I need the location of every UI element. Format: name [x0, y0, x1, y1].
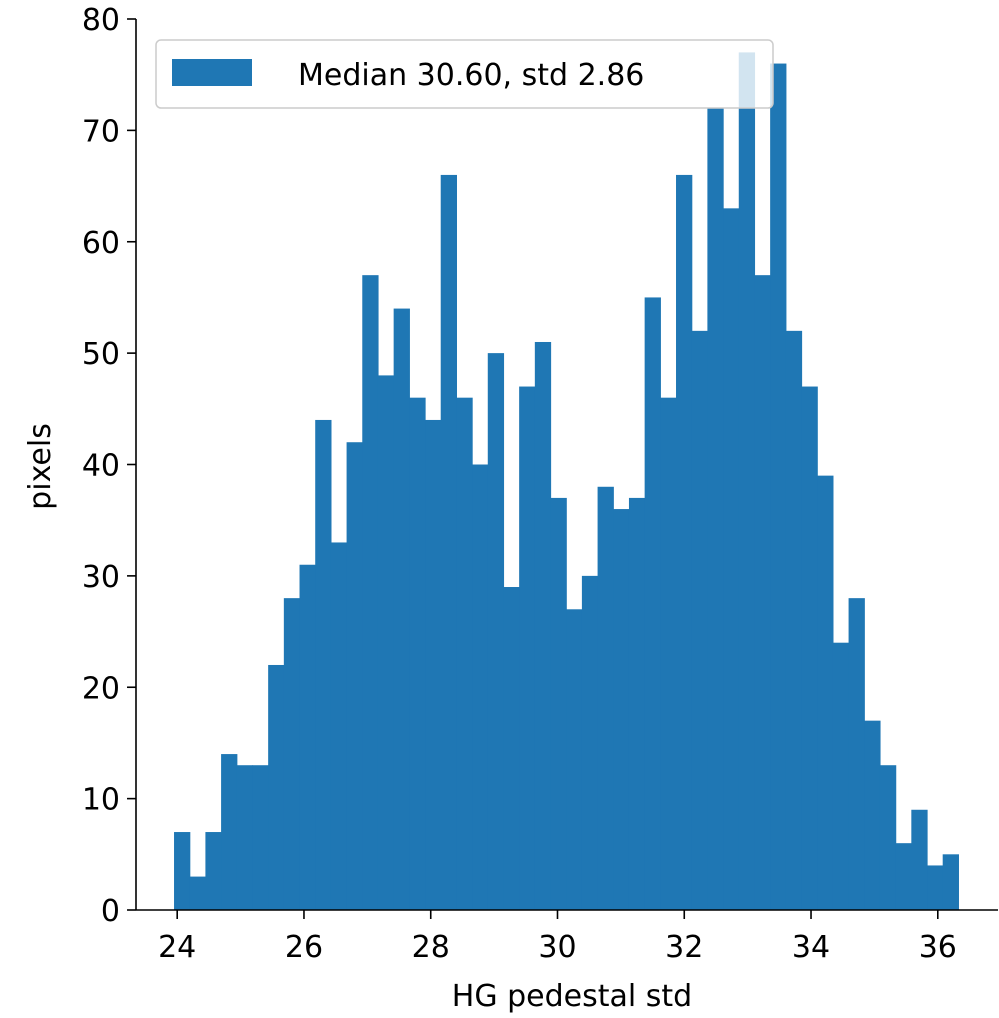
histogram-bars	[174, 52, 959, 911]
legend-swatch	[172, 59, 252, 86]
histogram-bar	[848, 598, 865, 910]
histogram-bar	[613, 509, 630, 910]
histogram-bar	[550, 497, 567, 910]
histogram-bar	[440, 174, 457, 911]
histogram-bar	[472, 464, 489, 910]
x-tick-label: 26	[285, 930, 323, 965]
histogram-bar	[377, 375, 395, 910]
histogram-bar	[393, 308, 410, 910]
legend: Median 30.60, std 2.86	[155, 39, 774, 109]
histogram-bar	[691, 330, 708, 911]
histogram-bar	[597, 486, 614, 910]
histogram-bar	[425, 419, 442, 910]
x-tick-label: 24	[158, 930, 196, 965]
histogram-bar	[879, 765, 897, 910]
histogram-bar	[738, 52, 756, 911]
y-tick-label: 50	[82, 337, 120, 372]
histogram-bar	[676, 174, 693, 911]
histogram-bar	[330, 542, 348, 910]
histogram-bar	[189, 876, 207, 910]
histogram-bar	[864, 720, 881, 910]
y-tick-label: 20	[82, 671, 120, 706]
y-tick-label: 30	[82, 560, 120, 595]
y-tick-label: 80	[82, 3, 120, 38]
legend-entry: Median 30.60, std 2.86	[298, 58, 644, 93]
histogram-bar	[644, 297, 661, 910]
histogram-bar	[754, 275, 771, 911]
histogram-bar	[785, 330, 803, 911]
y-tick-label: 40	[82, 449, 120, 484]
histogram-bar	[927, 865, 944, 910]
histogram-bar	[456, 397, 473, 910]
histogram-bar	[723, 208, 740, 910]
histogram-bar	[346, 442, 363, 910]
histogram-bar	[770, 63, 787, 911]
histogram-bar	[566, 609, 583, 910]
x-tick-label: 36	[919, 930, 957, 965]
y-tick-label: 70	[82, 114, 120, 149]
histogram-bar	[409, 397, 426, 910]
histogram-bar	[707, 108, 724, 911]
x-tick-label: 34	[792, 930, 830, 965]
x-axis-label: HG pedestal std	[452, 979, 692, 1014]
legend-box	[155, 39, 774, 109]
histogram-bar	[362, 275, 379, 911]
histogram-bar	[660, 397, 677, 910]
histogram-bar	[221, 754, 238, 910]
histogram-bar	[487, 353, 505, 910]
histogram-bar	[628, 497, 646, 910]
histogram-bar	[283, 598, 301, 910]
histogram-bar	[817, 475, 834, 910]
y-axis-label: pixels	[23, 423, 58, 510]
histogram-bar	[315, 419, 332, 910]
histogram-bar	[895, 843, 912, 910]
histogram-bar	[205, 832, 222, 910]
histogram-bar	[174, 832, 191, 910]
histogram-bar	[942, 854, 959, 910]
x-axis-ticks: 24 26 28 30 32 34 36	[158, 910, 957, 965]
histogram-bar	[268, 664, 285, 910]
y-tick-label: 10	[82, 783, 120, 818]
y-tick-label: 60	[82, 226, 120, 261]
histogram-bar	[534, 341, 552, 910]
x-tick-label: 32	[665, 930, 703, 965]
histogram-bar	[801, 386, 818, 911]
x-tick-label: 28	[412, 930, 450, 965]
x-tick-label: 30	[538, 930, 576, 965]
histogram-bar	[581, 575, 599, 910]
histogram-bar	[832, 642, 850, 910]
y-tick-label: 0	[101, 894, 120, 929]
histogram-bar	[519, 386, 536, 911]
histogram-bar	[299, 564, 316, 910]
y-axis-ticks: 0 10 20 30 40 50 60 70 80	[82, 3, 136, 929]
histogram-bar	[252, 765, 269, 910]
histogram-bar	[911, 809, 928, 910]
histogram-bar	[236, 765, 254, 910]
histogram-bar	[503, 587, 520, 910]
